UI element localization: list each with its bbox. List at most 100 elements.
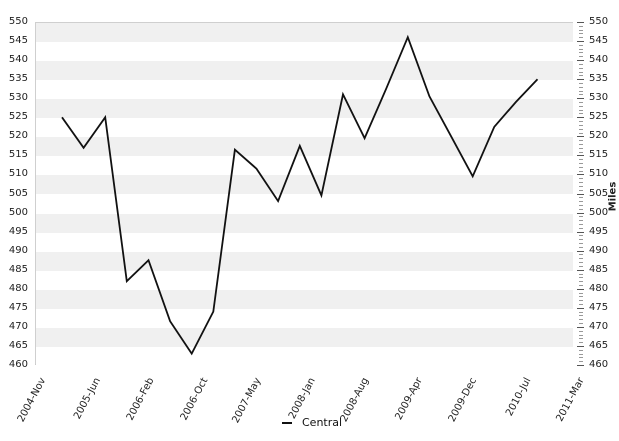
minor-tick bbox=[579, 29, 583, 31]
minor-tick bbox=[579, 140, 583, 142]
minor-tick bbox=[579, 265, 583, 267]
minor-tick bbox=[579, 86, 583, 88]
x-axis-tick-label: 2008-Jan bbox=[286, 376, 318, 421]
x-axis-tick-label: 2009-Dec bbox=[446, 376, 480, 424]
major-tick bbox=[577, 136, 584, 138]
minor-tick bbox=[579, 334, 583, 336]
y-axis-tick-label: 465 bbox=[589, 339, 609, 351]
minor-tick bbox=[579, 220, 583, 222]
major-tick bbox=[577, 79, 584, 81]
grid-band bbox=[36, 175, 573, 195]
minor-tick bbox=[579, 208, 583, 210]
y-axis-tick-label: 470 bbox=[589, 320, 609, 332]
minor-tick bbox=[579, 25, 583, 27]
minor-tick bbox=[579, 113, 583, 115]
major-tick bbox=[577, 22, 584, 23]
y-axis-tick-label: 475 bbox=[8, 301, 28, 313]
major-tick bbox=[577, 174, 584, 176]
y-axis-tick-label: 485 bbox=[8, 263, 28, 275]
plot-area bbox=[35, 22, 573, 366]
x-axis-tick-label: 2006-Feb bbox=[124, 376, 157, 423]
major-tick bbox=[577, 117, 584, 119]
minor-tick bbox=[579, 109, 583, 111]
major-tick bbox=[577, 326, 584, 328]
major-tick bbox=[577, 250, 584, 252]
x-axis-tick-label: 2009-Apr bbox=[393, 376, 426, 422]
minor-tick bbox=[579, 319, 583, 321]
legend-line-sample bbox=[282, 421, 292, 424]
minor-tick bbox=[579, 182, 583, 184]
minor-tick bbox=[579, 330, 583, 332]
grid-band bbox=[36, 251, 573, 271]
minor-tick bbox=[579, 128, 583, 130]
y-axis-tick-label: 500 bbox=[589, 206, 609, 218]
x-axis-tick-label: 2008-Aug bbox=[339, 376, 372, 424]
minor-tick bbox=[579, 197, 583, 199]
minor-tick bbox=[579, 262, 583, 264]
minor-tick bbox=[579, 75, 583, 77]
minor-tick bbox=[579, 56, 583, 58]
y-axis-tick-label: 490 bbox=[589, 244, 609, 256]
minor-tick bbox=[579, 37, 583, 39]
minor-tick bbox=[579, 342, 583, 344]
major-tick bbox=[577, 269, 584, 271]
y-axis-tick-label: 535 bbox=[8, 73, 28, 85]
minor-tick bbox=[579, 304, 583, 306]
minor-tick bbox=[579, 361, 583, 363]
minor-tick bbox=[579, 258, 583, 260]
minor-tick bbox=[579, 67, 583, 69]
minor-tick bbox=[579, 44, 583, 46]
x-axis-tick-label: 2006-Oct bbox=[178, 376, 211, 423]
y-axis-tick-label: 535 bbox=[589, 73, 609, 85]
y-axis-tick-label: 530 bbox=[589, 92, 609, 104]
minor-tick bbox=[579, 82, 583, 84]
major-tick bbox=[577, 231, 584, 233]
minor-tick bbox=[579, 235, 583, 237]
y-axis-title: Miles bbox=[607, 181, 619, 212]
minor-tick bbox=[579, 292, 583, 294]
minor-tick bbox=[579, 170, 583, 172]
minor-tick bbox=[579, 147, 583, 149]
minor-tick bbox=[579, 204, 583, 206]
y-axis-tick-label: 480 bbox=[8, 282, 28, 294]
minor-tick bbox=[579, 121, 583, 123]
y-axis-tick-label: 545 bbox=[8, 35, 28, 47]
x-axis-tick-label: 2004-Nov bbox=[16, 376, 49, 425]
minor-tick bbox=[579, 33, 583, 35]
x-axis-tick-label: 2011-Mar bbox=[554, 376, 587, 424]
minor-tick bbox=[579, 338, 583, 340]
minor-tick bbox=[579, 185, 583, 187]
minor-tick bbox=[579, 284, 583, 286]
grid-band bbox=[36, 80, 573, 100]
y-axis-tick-label: 475 bbox=[589, 301, 609, 313]
major-tick bbox=[577, 60, 584, 62]
minor-tick bbox=[579, 254, 583, 256]
grid-band bbox=[36, 23, 573, 43]
y-axis-tick-label: 525 bbox=[589, 111, 609, 123]
minor-tick bbox=[579, 90, 583, 92]
y-axis-tick-label: 530 bbox=[8, 92, 28, 104]
minor-tick bbox=[579, 124, 583, 126]
y-axis-tick-label: 540 bbox=[8, 54, 28, 66]
minor-tick bbox=[579, 52, 583, 54]
major-tick bbox=[577, 307, 584, 309]
y-axis-tick-label: 545 bbox=[589, 35, 609, 47]
legend-label: Central bbox=[302, 416, 343, 429]
major-tick bbox=[577, 41, 584, 43]
y-axis-tick-label: 495 bbox=[8, 225, 28, 237]
minor-tick bbox=[579, 323, 583, 325]
grid-band bbox=[36, 118, 573, 138]
minor-tick bbox=[579, 349, 583, 351]
minor-tick bbox=[579, 151, 583, 153]
y-axis-tick-label: 490 bbox=[8, 244, 28, 256]
major-tick bbox=[577, 212, 584, 214]
minor-tick bbox=[579, 201, 583, 203]
minor-tick bbox=[579, 166, 583, 168]
minor-tick bbox=[579, 243, 583, 245]
y-axis-tick-label: 540 bbox=[589, 54, 609, 66]
grid-band bbox=[36, 61, 573, 81]
grid-band bbox=[36, 232, 573, 252]
grid-band bbox=[36, 289, 573, 309]
y-axis-tick-label: 515 bbox=[8, 149, 28, 161]
minor-tick bbox=[579, 227, 583, 229]
